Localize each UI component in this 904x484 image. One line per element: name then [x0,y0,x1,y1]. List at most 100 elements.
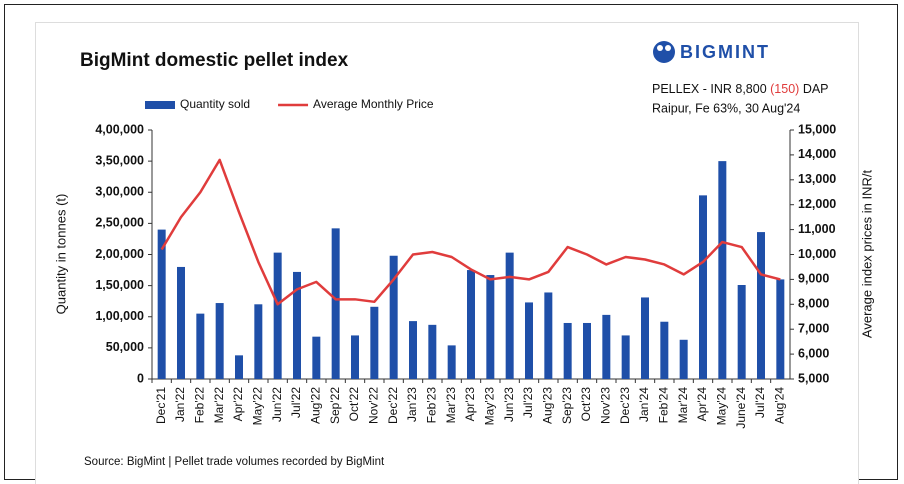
y2-axis-label: Average index prices in INR/t [859,170,874,339]
x-tick-label: Aug'23 [541,387,555,424]
bar [293,271,301,379]
y2-tick-label: 8,000 [798,297,829,311]
legend-label: Quantity sold [180,97,250,111]
y2-tick-label: 10,000 [798,247,836,261]
bar [312,336,321,379]
bar [254,304,263,379]
x-tick-label: Jul'23 [521,387,535,418]
y-tick-label: 1,00,000 [95,309,144,323]
x-tick-label: Sep'23 [560,387,574,424]
x-tick-label: Apr'24 [695,387,709,422]
x-tick-label: Nov'23 [599,387,613,424]
bar [737,285,746,379]
bar [177,266,185,379]
y-tick-label: 4,00,000 [95,122,144,136]
logo: BIGMINT [653,41,770,63]
bar [602,314,611,379]
x-tick-label: Apr'22 [231,387,245,422]
bar [409,321,417,379]
bar [273,252,282,379]
bar [215,303,224,379]
bar [389,255,398,379]
x-tick-label: Mar'24 [676,387,690,424]
bar [641,297,649,379]
y-tick-label: 0 [137,371,144,385]
y-axis-label: Quantity in tonnes (t) [53,194,68,315]
bar [621,335,630,379]
bar [196,313,205,379]
y2-tick-label: 14,000 [798,147,836,161]
bar [331,228,340,379]
y2-tick-label: 11,000 [798,222,836,236]
bar [525,302,533,379]
bar [544,292,553,379]
bar [486,275,495,379]
price-line: PELLEX - INR 8,800 (150) DAP [652,82,829,96]
x-tick-label: May'23 [483,387,497,426]
bar [776,279,785,379]
x-tick-label: Oct'22 [347,387,361,422]
chart-title: BigMint domestic pellet index [80,50,349,71]
x-tick-label: Jan'24 [637,387,651,422]
x-tick-label: June'24 [734,387,748,429]
y2-tick-label: 13,000 [798,172,836,186]
x-tick-label: Dec'22 [386,387,400,424]
price-prefix: PELLEX - INR 8,800 [652,82,767,96]
bar [757,232,765,379]
bar [157,229,166,379]
price-line [160,158,781,306]
x-tick-label: Dec'21 [154,387,168,424]
bar [660,321,669,379]
x-tick-label: Jan'23 [405,387,419,422]
bar [467,270,475,379]
x-tick-label: Aug'24 [773,387,787,424]
bar [563,322,572,379]
x-tick-label: Jul'22 [289,387,303,418]
x-tick-label: May'24 [715,387,729,426]
x-tick-label: Mar'23 [444,387,458,424]
x-tick-label: Jun'23 [502,387,516,422]
legend-label: Average Monthly Price [313,97,434,111]
x-tick-label: Mar'22 [212,387,226,424]
x-tick-label: Jun'22 [270,387,284,422]
y-tick-label: 3,50,000 [95,153,144,167]
x-tick-label: May'22 [251,387,265,426]
x-tick-label: Nov'22 [367,387,381,424]
y-tick-label: 50,000 [106,340,144,354]
logo-text: BIGMINT [680,42,770,62]
x-tick-label: Feb'24 [657,387,671,424]
x-tick-label: Jan'22 [173,387,187,422]
x-tick-label: Feb'23 [425,387,439,424]
x-tick-label: Jul'24 [753,387,767,418]
bar [505,252,514,379]
bar [583,322,591,379]
x-tick-label: Sep'22 [328,387,342,424]
bar [428,324,437,379]
price-detail: Raipur, Fe 63%, 30 Aug'24 [652,101,800,115]
logo-icon [653,41,675,63]
bar [718,161,727,379]
y2-tick-label: 9,000 [798,272,829,286]
bar [699,195,707,379]
y-tick-label: 3,00,000 [95,185,144,199]
x-tick-label: Apr'23 [463,387,477,422]
bar [679,339,688,379]
bar [447,345,456,379]
bar [370,306,379,379]
y-tick-label: 1,50,000 [95,278,144,292]
bar [235,355,243,379]
logo-icon-dot [665,45,671,51]
y2-tick-label: 15,000 [798,122,836,136]
y2-tick-label: 6,000 [798,346,829,360]
price-suffix: DAP [803,82,829,96]
x-tick-label: Feb'22 [193,387,207,424]
source: Source: BigMint | Pellet trade volumes r… [84,456,385,468]
y2-tick-label: 5,000 [798,371,829,385]
y-tick-label: 2,50,000 [95,216,144,230]
legend-swatch [145,101,175,109]
bar [351,335,359,379]
y-tick-label: 2,00,000 [95,247,144,261]
x-tick-label: Oct'23 [579,387,593,422]
logo-icon-dot [657,45,663,51]
